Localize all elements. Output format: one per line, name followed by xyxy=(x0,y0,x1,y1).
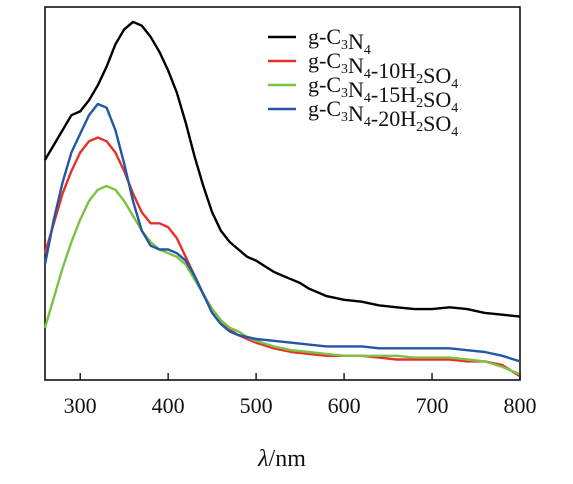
plot-frame xyxy=(44,6,521,381)
x-axis-title: λ/nm xyxy=(257,446,306,472)
series-line-1 xyxy=(43,20,521,318)
legend-label-2: g-C3N4-10H2SO4 xyxy=(308,48,458,92)
legend-label-4: g-C3N4-20H2SO4 xyxy=(308,96,458,140)
legend-label-1: g-C3N4 xyxy=(308,24,371,58)
series-line-2 xyxy=(43,136,521,378)
x-tick-label: 700 xyxy=(416,393,449,418)
x-tick-label: 500 xyxy=(240,393,273,418)
x-tick-label: 600 xyxy=(328,393,361,418)
series-line-3 xyxy=(43,184,521,376)
legend-label-3: g-C3N4-15H2SO4 xyxy=(308,72,458,116)
series-line-4 xyxy=(43,102,521,363)
x-tick-label: 300 xyxy=(64,393,97,418)
x-tick-label: 800 xyxy=(504,393,537,418)
x-tick-label: 400 xyxy=(152,393,185,418)
series-layer xyxy=(43,20,521,378)
x-ticks: 300 400 500 600 700 800 xyxy=(64,373,537,418)
legend: g-C3N4g-C3N4-10H2SO4g-C3N4-15H2SO4g-C3N4… xyxy=(268,24,458,140)
